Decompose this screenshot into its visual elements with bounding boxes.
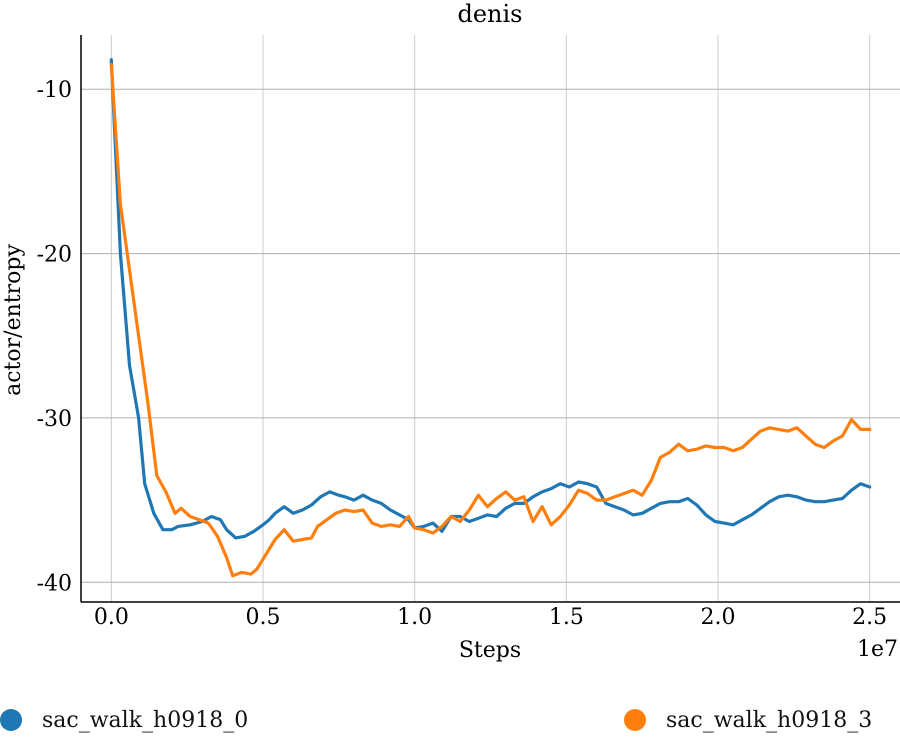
x-tick-label: 1.5: [549, 605, 584, 630]
y-tick-label: -30: [37, 407, 72, 432]
x-tick-label: 2.0: [701, 605, 736, 630]
legend-marker-icon: [0, 709, 22, 731]
y-axis-label: actor/entropy: [1, 244, 26, 396]
y-tick-label: -20: [37, 243, 72, 268]
x-tick-label: 0.0: [94, 605, 129, 630]
y-tick-label: -10: [37, 78, 72, 103]
legend-label: sac_walk_h0918_0: [42, 707, 249, 733]
x-axis-label: Steps: [459, 638, 521, 663]
x-offset-label: 1e7: [857, 637, 898, 662]
x-tick-label: 1.0: [397, 605, 432, 630]
legend-item: sac_walk_h0918_3: [624, 704, 872, 736]
tick-labels: 0.0 0.5 1.0 1.5 2.0 2.5 -10 -20 -30 -40: [37, 78, 888, 630]
legend-marker-icon: [624, 709, 646, 731]
chart-title: denis: [457, 0, 522, 28]
grid-lines: [81, 35, 900, 602]
legend-item: sac_walk_h0918_0: [0, 704, 248, 736]
series-layer: [109, 58, 872, 578]
series-line-1: [109, 62, 872, 578]
legend-label: sac_walk_h0918_3: [666, 707, 873, 733]
x-tick-label: 2.5: [852, 605, 887, 630]
x-tick-label: 0.5: [246, 605, 281, 630]
axes: [80, 35, 900, 603]
y-tick-label: -40: [37, 571, 72, 596]
series-line-0: [109, 58, 872, 540]
